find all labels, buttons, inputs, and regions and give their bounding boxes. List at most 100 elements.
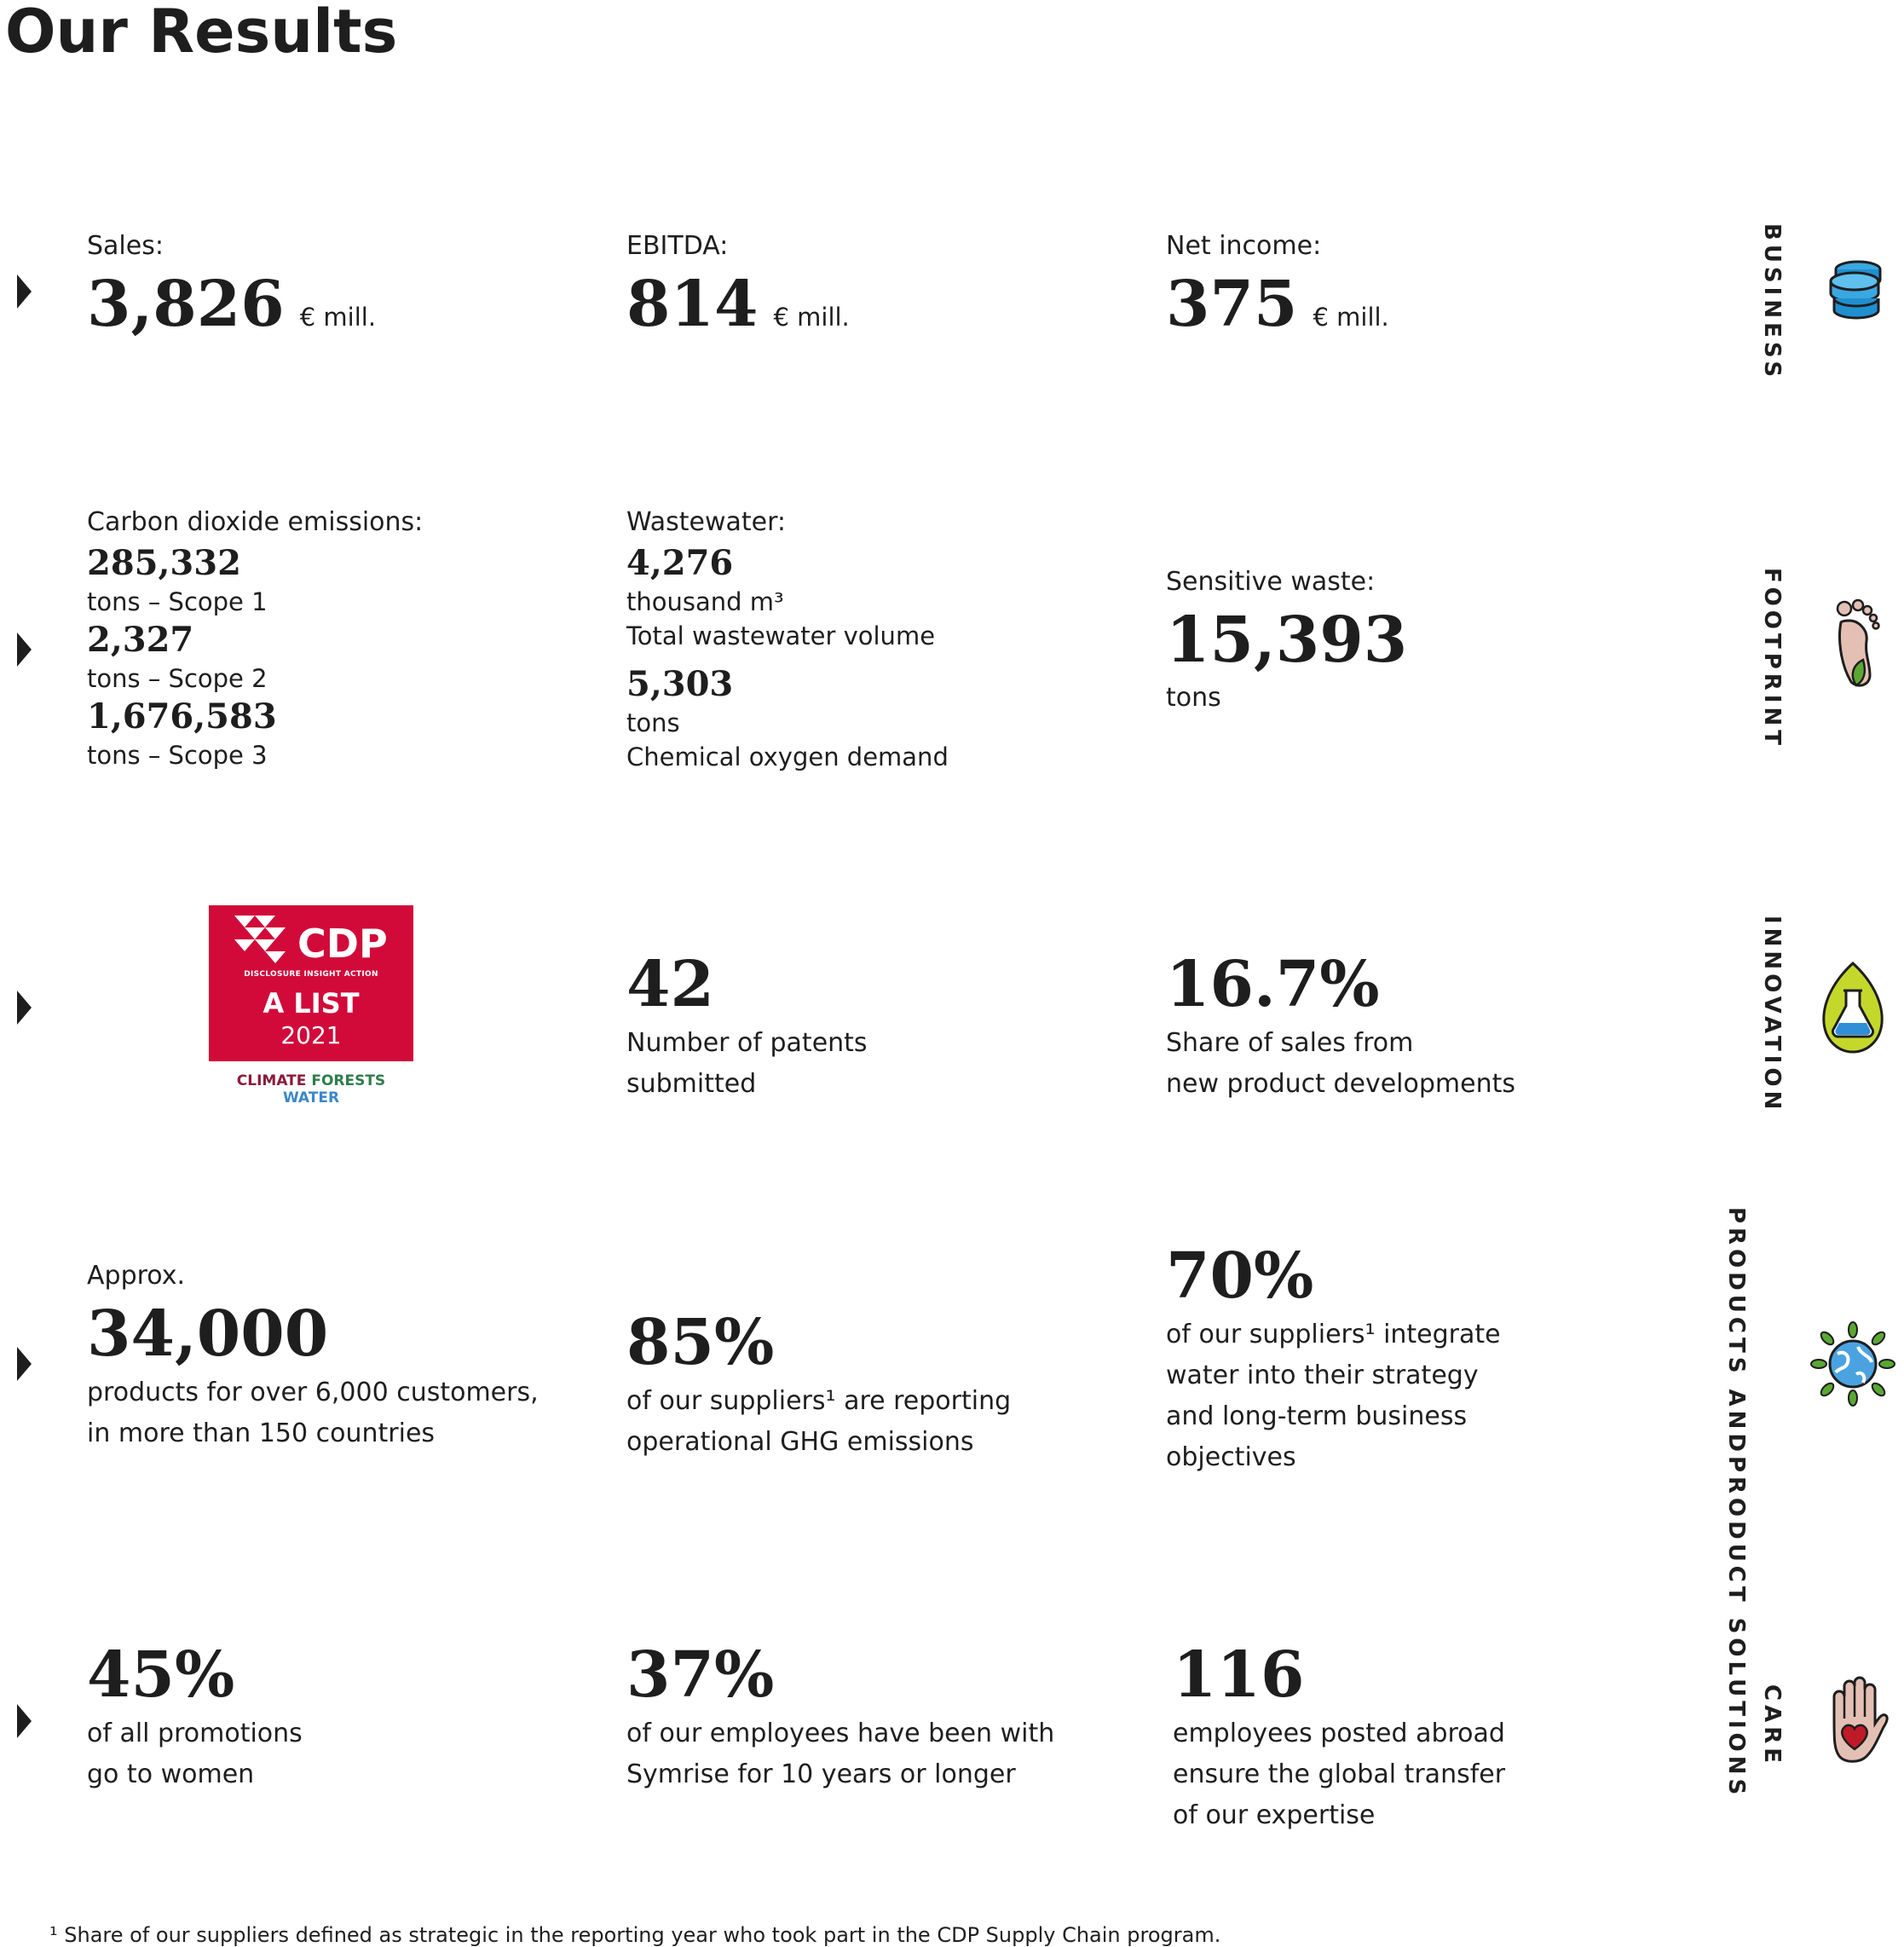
- co2-scope2-value: 2,327: [87, 620, 194, 660]
- cdp-triangles-icon: [234, 916, 286, 963]
- suppliers-ghg-value: 85%: [626, 1306, 775, 1379]
- wastewater-label: Wastewater:: [626, 507, 787, 537]
- sales-stat: Sales: 3,826 € mill.: [87, 227, 376, 355]
- co2-scope3-unit: tons – Scope 3: [87, 741, 268, 770]
- section-label-products-line1: PRODUCTS AND: [1723, 1207, 1749, 1456]
- net-income-stat: Net income: 375 € mill.: [1166, 227, 1389, 355]
- share-sales-line2: new product developments: [1166, 1069, 1515, 1099]
- suppliers-ghg-line1: of our suppliers¹ are reporting: [626, 1386, 1012, 1416]
- wastewater-volume-desc: Total wastewater volume: [626, 621, 936, 650]
- products-line2: in more than 150 countries: [87, 1418, 436, 1448]
- patents-line2: submitted: [626, 1069, 757, 1099]
- ebitda-value: 814: [626, 268, 759, 341]
- tenure-line1: of our employees have been with: [626, 1719, 1055, 1748]
- suppliers-ghg-stat: 85% of our suppliers¹ are reporting oper…: [626, 1304, 1011, 1463]
- products-label: Approx.: [87, 1261, 186, 1291]
- net-income-value-line: 375 € mill.: [1166, 266, 1389, 355]
- net-income-value: 375: [1166, 268, 1298, 341]
- sensitive-waste-stat: Sensitive waste: 15,393 tons: [1166, 563, 1407, 718]
- ebitda-unit: € mill.: [773, 303, 850, 332]
- flask-leaf-icon: [1822, 961, 1884, 1054]
- co2-scope2-unit: tons – Scope 2: [87, 664, 268, 693]
- sensitive-waste-unit: tons: [1166, 683, 1221, 713]
- row-arrow-business[interactable]: [17, 274, 32, 309]
- cdp-cat-water: WATER: [282, 1089, 340, 1106]
- co2-scope1-value: 285,332: [87, 543, 241, 583]
- tenure-line2: Symrise for 10 years or longer: [626, 1759, 1016, 1789]
- share-sales-line1: Share of sales from: [1166, 1028, 1414, 1058]
- co2-scope3-value: 1,676,583: [87, 696, 277, 737]
- row-arrow-footprint[interactable]: [17, 633, 32, 667]
- row-arrow-innovation[interactable]: [17, 991, 32, 1025]
- tenure-stat: 37% of our employees have been with Symr…: [626, 1637, 1054, 1795]
- section-label-care: CARE: [1759, 1684, 1785, 1767]
- section-label-business: BUSINESS: [1759, 223, 1785, 382]
- posted-line1: employees posted abroad: [1173, 1719, 1505, 1748]
- row-arrow-care[interactable]: [17, 1704, 32, 1738]
- section-label-footprint: FOOTPRINT: [1759, 568, 1785, 749]
- co2-label: Carbon dioxide emissions:: [87, 507, 424, 537]
- sales-unit: € mill.: [299, 303, 377, 332]
- promotions-stat: 45% of all promotions go to women: [87, 1637, 303, 1795]
- section-label-products: PRODUCTS ANDPRODUCT SOLUTIONS: [1718, 1207, 1754, 1799]
- cdp-tagline: DISCLOSURE INSIGHT ACTION: [244, 970, 378, 979]
- ebitda-value-line: 814 € mill.: [626, 266, 850, 355]
- row-arrow-products[interactable]: [17, 1347, 32, 1381]
- patents-stat: 42 Number of patents submitted: [626, 946, 868, 1105]
- wastewater-volume-value: 4,276: [626, 543, 734, 583]
- wastewater-volume-unit: thousand m³: [626, 587, 784, 616]
- net-income-unit: € mill.: [1313, 303, 1389, 332]
- suppliers-water-line1: of our suppliers¹ integrate: [1166, 1320, 1501, 1349]
- hand-heart-icon: [1832, 1676, 1889, 1763]
- globe-leaves-icon: [1810, 1321, 1895, 1407]
- page-title: Our Results: [5, 0, 398, 66]
- ebitda-label: EBITDA:: [626, 231, 729, 261]
- sales-label: Sales:: [87, 231, 164, 261]
- coins-icon: [1829, 260, 1882, 320]
- posted-line2: ensure the global transfer: [1173, 1759, 1506, 1789]
- share-sales-value: 16.7%: [1166, 948, 1380, 1021]
- wastewater-cod-desc: Chemical oxygen demand: [626, 742, 949, 771]
- promotions-value: 45%: [87, 1638, 235, 1712]
- cdp-categories: CLIMATE FORESTS WATER: [209, 1072, 413, 1106]
- patents-line1: Number of patents: [626, 1028, 868, 1058]
- section-label-innovation: INNOVATION: [1759, 916, 1785, 1114]
- ebitda-stat: EBITDA: 814 € mill.: [626, 227, 850, 355]
- products-line1: products for over 6,000 customers,: [87, 1378, 539, 1407]
- share-sales-stat: 16.7% Share of sales from new product de…: [1166, 946, 1515, 1105]
- patents-value: 42: [626, 948, 714, 1021]
- posted-value: 116: [1173, 1638, 1305, 1712]
- cdp-cat-climate: CLIMATE: [236, 1072, 307, 1089]
- promotions-line1: of all promotions: [87, 1719, 303, 1748]
- sensitive-waste-label: Sensitive waste:: [1166, 567, 1376, 597]
- suppliers-water-stat: 70% of our suppliers¹ integrate water in…: [1166, 1238, 1501, 1478]
- net-income-label: Net income:: [1166, 231, 1322, 261]
- suppliers-water-line4: objectives: [1166, 1442, 1296, 1472]
- cdp-a-list-badge: CDP DISCLOSURE INSIGHT ACTION A LIST 202…: [209, 905, 413, 1061]
- cdp-year: 2021: [280, 1021, 342, 1049]
- suppliers-water-value: 70%: [1166, 1239, 1314, 1313]
- co2-scope1-unit: tons – Scope 1: [87, 587, 268, 616]
- suppliers-water-line2: water into their strategy: [1166, 1361, 1479, 1390]
- wastewater-cod-unit: tons: [626, 708, 680, 737]
- section-label-products-line2: PRODUCT SOLUTIONS: [1723, 1455, 1749, 1800]
- posted-line3: of our expertise: [1173, 1800, 1376, 1830]
- products-stat: Approx. 34,000 products for over 6,000 c…: [87, 1257, 539, 1454]
- suppliers-ghg-line2: operational GHG emissions: [626, 1427, 974, 1457]
- cdp-wordmark: CDP: [297, 921, 388, 967]
- sensitive-waste-value: 15,393: [1166, 604, 1408, 677]
- suppliers-water-line3: and long-term business: [1166, 1401, 1468, 1431]
- sales-value: 3,826: [87, 268, 285, 341]
- wastewater-stat: Wastewater: 4,276 thousand m³ Total wast…: [626, 503, 949, 774]
- wastewater-cod-value: 5,303: [626, 664, 734, 704]
- sales-value-line: 3,826 € mill.: [87, 266, 376, 355]
- products-value: 34,000: [87, 1297, 329, 1371]
- tenure-value: 37%: [626, 1638, 775, 1712]
- cdp-cat-forests: FORESTS: [311, 1072, 386, 1089]
- footnote: ¹ Share of our suppliers defined as stra…: [49, 1923, 1221, 1947]
- promotions-line2: go to women: [87, 1759, 255, 1789]
- cdp-alist: A LIST: [263, 987, 360, 1020]
- co2-stat: Carbon dioxide emissions: 285,332 tons –…: [87, 503, 423, 772]
- posted-stat: 116 employees posted abroad ensure the g…: [1173, 1637, 1505, 1836]
- footprint-icon: [1836, 598, 1880, 687]
